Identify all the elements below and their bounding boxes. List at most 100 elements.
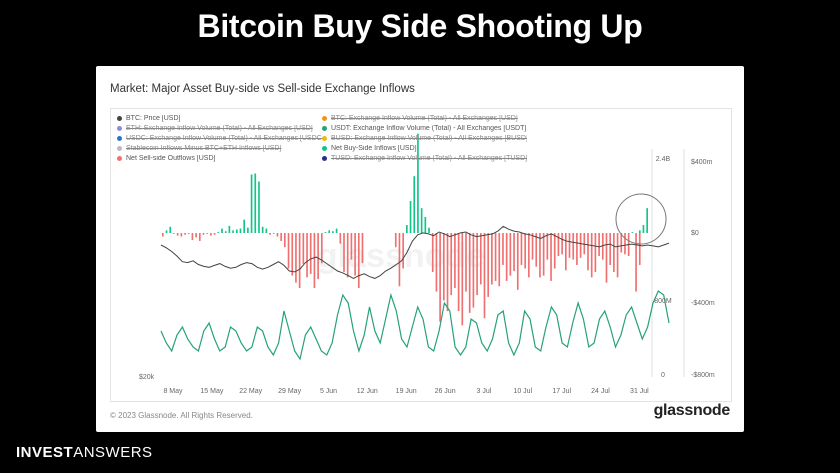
sell-bar xyxy=(454,233,456,289)
legend-item[interactable]: TUSD: Exchange Inflow Volume (Total) - A… xyxy=(322,155,527,162)
sell-bar xyxy=(339,233,342,244)
legend-label: Net Buy-Side Inflows [USD] xyxy=(331,144,417,152)
logo-bold: INVEST xyxy=(16,444,74,461)
buy-bar xyxy=(261,226,264,233)
legend-item[interactable]: BTC: Exchange Inflow Volume (Total) - Al… xyxy=(322,115,527,122)
sell-bar xyxy=(176,233,179,236)
buy-bar xyxy=(646,208,648,233)
legend-dot-icon xyxy=(322,155,327,161)
legend-dot-icon xyxy=(117,115,122,121)
legend-label: BTC: Exchange Inflow Volume (Total) - Al… xyxy=(331,114,518,122)
sell-bar xyxy=(542,233,545,276)
mid-axis-label: 2.4B xyxy=(656,156,671,163)
sell-bar xyxy=(601,233,604,260)
sell-bar xyxy=(576,233,578,265)
buy-bar xyxy=(324,232,327,233)
legend-item[interactable]: Net Buy-Side Inflows [USD] xyxy=(322,145,527,152)
logo-light: ANSWERS xyxy=(73,444,153,461)
legend-item[interactable]: Net Sell-side Outflows [USD] xyxy=(117,155,322,162)
legend-item[interactable]: ETH: Exchange Inflow Volume (Total) - Al… xyxy=(117,125,322,132)
sell-bar xyxy=(394,233,397,248)
buy-bar xyxy=(265,228,268,233)
buy-bar xyxy=(631,232,634,233)
sell-bar xyxy=(461,233,464,326)
buy-bar xyxy=(224,231,227,233)
legend-row: ETH: Exchange Inflow Volume (Total) - Al… xyxy=(117,123,527,133)
sell-bar xyxy=(465,233,467,292)
sell-bar xyxy=(446,233,449,312)
sell-bar xyxy=(572,233,575,260)
buy-bar xyxy=(243,219,246,233)
right-axis-label: $400m xyxy=(691,159,713,166)
sell-bar xyxy=(616,233,619,278)
right-axis-label: -$800m xyxy=(691,372,715,379)
sell-bar xyxy=(498,233,501,287)
sell-bar xyxy=(587,233,589,271)
legend-item[interactable]: Stablecoin Inflows Minus BTC+ETH Inflows… xyxy=(117,145,322,152)
sell-bar xyxy=(476,233,478,296)
sell-bar xyxy=(535,233,538,267)
sell-bar xyxy=(317,233,319,280)
buy-bar xyxy=(250,174,253,233)
buy-bar xyxy=(417,133,419,233)
sell-bar xyxy=(309,233,312,274)
sell-bar xyxy=(295,233,297,283)
sell-bar xyxy=(553,233,556,269)
sell-bar xyxy=(528,233,530,278)
legend-dot-icon xyxy=(322,115,327,121)
legend-label: USDT: Exchange Inflow Volume (Total) - A… xyxy=(331,124,527,132)
sell-bar xyxy=(468,233,471,313)
legend-item[interactable]: BUSD: Exchange Inflow Volume (Total) - A… xyxy=(322,135,527,142)
sell-bar xyxy=(539,233,541,278)
sell-bar xyxy=(509,233,512,276)
sell-bar xyxy=(269,233,271,235)
sell-bar xyxy=(195,233,197,238)
buy-bar xyxy=(638,230,641,233)
buy-bar xyxy=(232,230,234,233)
buy-bar xyxy=(642,225,645,233)
legend-label: Stablecoin Inflows Minus BTC+ETH Inflows… xyxy=(126,144,282,152)
x-tick-label: 26 Jun xyxy=(435,388,456,395)
sell-bar xyxy=(313,233,316,289)
buy-bar xyxy=(235,229,238,233)
x-tick-label: 5 Jun xyxy=(320,388,337,395)
sell-bar xyxy=(624,233,626,255)
sell-bar xyxy=(298,233,301,289)
investanswers-logo: INVESTANSWERS xyxy=(16,444,153,461)
copyright: © 2023 Glassnode. All Rights Reserved. xyxy=(110,411,253,420)
legend-item[interactable]: BTC: Price [USD] xyxy=(117,115,322,122)
x-tick-label: 8 May xyxy=(163,388,183,395)
sell-bar xyxy=(435,233,438,292)
legend-dot-icon xyxy=(117,155,122,161)
legend-row: Stablecoin Inflows Minus BTC+ETH Inflows… xyxy=(117,143,527,153)
sell-bar xyxy=(564,233,567,271)
headline: Bitcoin Buy Side Shooting Up xyxy=(197,8,643,44)
buy-bar xyxy=(335,228,338,233)
buy-bar xyxy=(406,225,408,233)
sell-bar xyxy=(531,233,534,260)
sell-bar xyxy=(213,233,216,235)
sell-bar xyxy=(361,233,364,264)
buy-bar xyxy=(254,173,257,233)
legend-label: BUSD: Exchange Inflow Volume (Total) - A… xyxy=(331,134,527,142)
legend-item[interactable]: USDT: Exchange Inflow Volume (Total) - A… xyxy=(322,125,527,132)
sell-bar xyxy=(457,233,460,312)
sell-bar xyxy=(590,233,593,278)
usdt-inflow-line xyxy=(160,290,670,361)
buy-bar xyxy=(221,228,223,233)
legend-dot-icon xyxy=(117,145,122,151)
chart-card: Market: Major Asset Buy-side vs Sell-sid… xyxy=(96,66,744,432)
sell-bar xyxy=(280,233,282,241)
legend-item[interactable]: USDC: Exchange Inflow Volume (Total) - A… xyxy=(117,135,322,142)
sell-bar xyxy=(638,233,641,265)
sell-bar xyxy=(594,233,597,273)
sell-bar xyxy=(516,233,519,290)
sell-bar xyxy=(450,233,453,296)
sell-bar xyxy=(479,233,482,285)
legend-row: BTC: Price [USD] BTC: Exchange Inflow Vol… xyxy=(117,113,527,123)
sell-bar xyxy=(505,233,508,281)
sell-bar xyxy=(180,233,183,237)
sell-bar xyxy=(162,233,164,237)
buy-bar xyxy=(239,228,242,233)
buy-bar xyxy=(332,231,334,233)
